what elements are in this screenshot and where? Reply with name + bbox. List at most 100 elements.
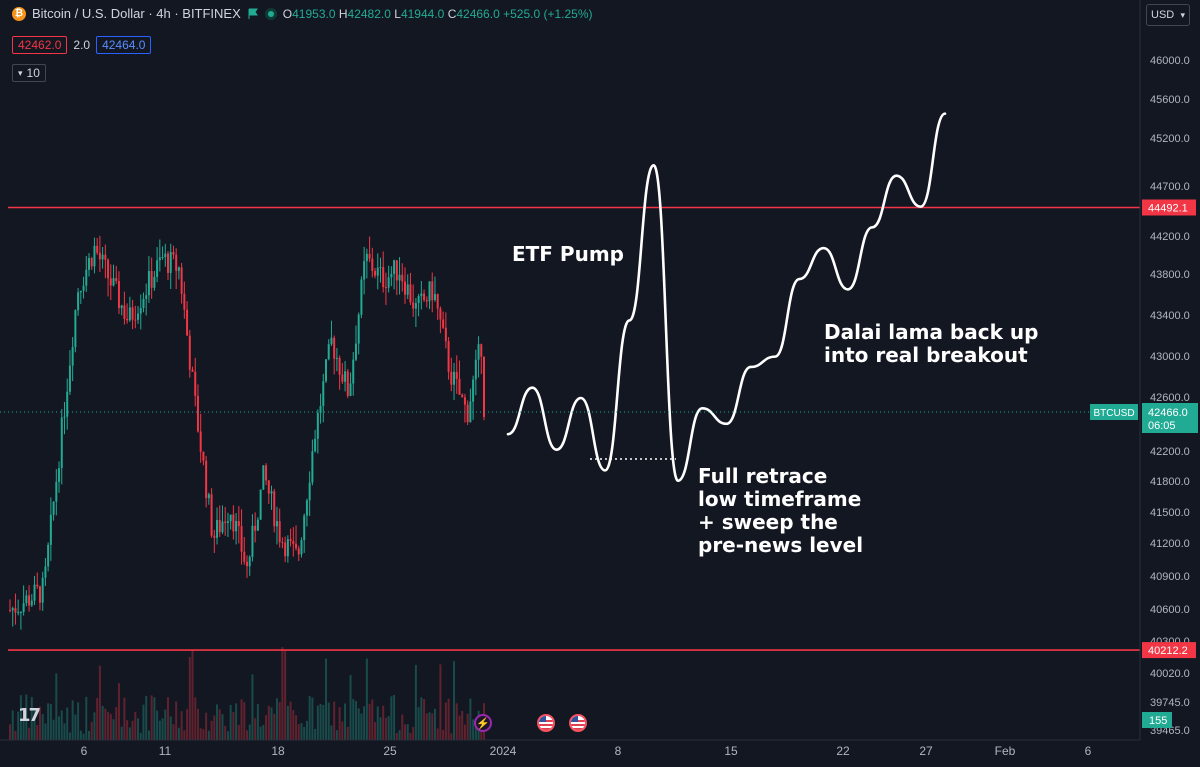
volume-bar	[164, 709, 167, 740]
volume-bar	[292, 710, 295, 740]
us-flag-event-icon[interactable]	[537, 714, 555, 732]
price-tick-label: 42200.0	[1150, 446, 1190, 458]
candle-body	[58, 468, 61, 482]
volume-bar	[33, 709, 36, 740]
volume-bar	[341, 721, 344, 740]
tradingview-logo[interactable]: 17	[18, 705, 41, 726]
candle-body	[147, 270, 150, 296]
volume-bar	[295, 715, 298, 740]
candle-body	[205, 460, 208, 499]
volume-bar	[461, 710, 464, 740]
price-tick-label: 41500.0	[1150, 507, 1190, 519]
candle-body	[112, 278, 115, 286]
flag-icon[interactable]	[247, 8, 259, 20]
candle-body	[158, 257, 161, 261]
spread-value: 2.0	[73, 38, 91, 52]
candle-body	[453, 371, 456, 385]
volume-bar	[442, 729, 445, 740]
etf-pump-annotation[interactable]: ETF Pump	[512, 242, 624, 266]
volume-bar	[425, 713, 428, 740]
candle-body	[439, 308, 442, 320]
volume-bar	[275, 698, 278, 740]
candle-body	[412, 302, 415, 309]
volume-bar	[240, 699, 243, 740]
us-flag-event-icon[interactable]	[569, 714, 587, 732]
sell-price-button[interactable]: 42462.0	[12, 36, 68, 54]
candle-body	[248, 556, 251, 567]
candle-body	[450, 371, 453, 385]
retrace-annotation[interactable]: Full retrace low timeframe + sweep the p…	[698, 464, 864, 557]
volume-bar	[387, 716, 390, 740]
candle-body	[425, 300, 428, 302]
candle-body	[139, 307, 142, 314]
volume-bar	[142, 704, 145, 740]
candle-body	[325, 359, 327, 382]
candle-body	[221, 521, 224, 533]
candle-body	[167, 253, 169, 273]
volume-bar	[303, 726, 306, 740]
candle-body	[322, 381, 325, 406]
volume-bar	[74, 714, 77, 740]
candle-body	[376, 267, 379, 276]
volume-bar	[52, 719, 55, 740]
volume-bar	[169, 716, 172, 740]
candle-body	[474, 359, 477, 380]
volume-bar	[17, 711, 20, 740]
candle-body	[406, 284, 409, 295]
candle-body	[235, 520, 238, 532]
volume-bar	[363, 706, 366, 740]
candle-body	[420, 293, 423, 297]
volume-bar	[172, 724, 175, 740]
volume-bar	[93, 712, 96, 740]
candle-body	[38, 586, 41, 603]
volume-bar	[196, 708, 199, 740]
volume-bar	[180, 711, 183, 740]
volume-bar	[289, 701, 292, 740]
volume-bar	[117, 683, 120, 740]
candle-body	[458, 378, 461, 395]
volume-bar	[433, 708, 436, 740]
candle-body	[199, 431, 202, 452]
volume-bar	[423, 699, 426, 740]
volume-bars	[9, 647, 485, 740]
candle-body	[128, 307, 131, 321]
volume-bar	[455, 703, 458, 740]
breakout-annotation[interactable]: Dalai lama back up into real breakout	[824, 320, 1039, 367]
candle-body	[109, 278, 112, 286]
volume-bar	[398, 730, 401, 740]
currency-selector[interactable]: USD ▾	[1146, 4, 1190, 26]
volume-bar	[406, 724, 409, 740]
symbol-legend: ₿ Bitcoin / U.S. Dollar · 4h · BITFINEX …	[12, 6, 593, 21]
candle-body	[352, 359, 355, 384]
time-axis[interactable]: 6 11 18 25 2024 8 15 22 27 Feb 6	[81, 744, 1092, 758]
level-price-text: 44492.1	[1148, 202, 1188, 214]
projection-drawing[interactable]	[506, 112, 947, 483]
candle-body	[469, 401, 472, 423]
volume-bar	[167, 697, 169, 740]
volume-bar	[107, 711, 110, 740]
symbol-title[interactable]: Bitcoin / U.S. Dollar · 4h · BITFINEX	[32, 6, 241, 21]
candle-body	[36, 584, 39, 587]
volume-bar	[60, 710, 63, 740]
volume-bar	[463, 724, 466, 740]
candle-body	[423, 293, 426, 301]
indicators-collapse-button[interactable]: ▾ 10	[12, 64, 46, 82]
candle-body	[305, 500, 308, 516]
candle-body	[442, 319, 445, 328]
volume-bar	[474, 723, 477, 740]
horizontal-levels[interactable]	[8, 206, 1140, 651]
lightning-event-icon[interactable]: ⚡	[474, 714, 492, 732]
volume-bar	[216, 704, 219, 740]
candle-body	[210, 494, 213, 536]
volume-bar	[453, 661, 456, 740]
volume-bar	[55, 673, 58, 740]
candle-body	[265, 465, 268, 481]
buy-price-button[interactable]: 42464.0	[96, 36, 152, 54]
candle-body	[137, 313, 140, 320]
volume-bar	[123, 697, 126, 740]
level-price-text: 40212.2	[1148, 645, 1188, 657]
volume-bar	[19, 695, 22, 740]
volume-bar	[175, 701, 178, 740]
volume-bar	[41, 714, 44, 740]
